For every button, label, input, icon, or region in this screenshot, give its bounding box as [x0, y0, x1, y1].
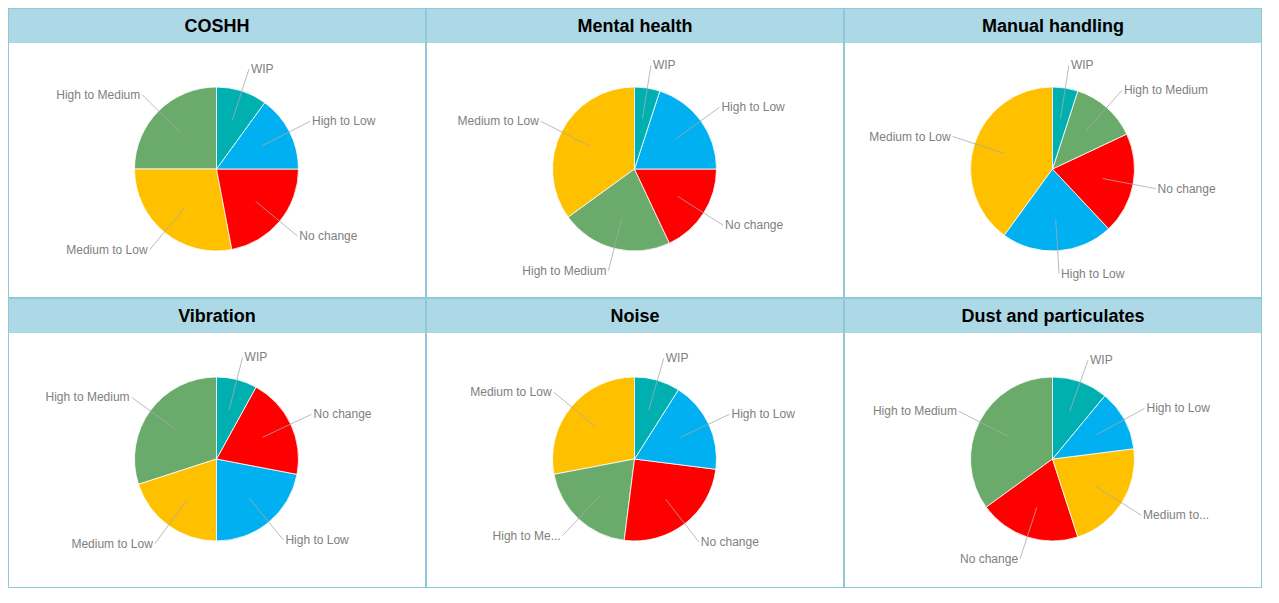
svg-text:Medium to Low: Medium to Low	[458, 114, 540, 128]
svg-text:High to Medium: High to Medium	[522, 264, 606, 278]
html-text:COSHH: COSHH	[184, 15, 250, 36]
svg-text:High to Low: High to Low	[312, 114, 376, 128]
svg-text:WIP: WIP	[1090, 353, 1113, 367]
html-text:Noise: Noise	[610, 305, 660, 326]
svg-text:High to Low: High to Low	[721, 100, 785, 114]
svg-text:High to Medium: High to Medium	[46, 390, 130, 404]
svg-text:No change: No change	[725, 218, 783, 232]
svg-text:Medium to Low: Medium to Low	[869, 130, 951, 144]
svg-text:Medium to Low: Medium to Low	[66, 243, 148, 257]
svg-text:No change: No change	[313, 407, 371, 421]
html-text:Manual handling: Manual handling	[982, 15, 1124, 36]
svg-text:Medium to Low: Medium to Low	[71, 537, 153, 551]
svg-text:WIP: WIP	[245, 350, 268, 364]
svg-text:High to Low: High to Low	[285, 533, 349, 547]
svg-text:Medium to...: Medium to...	[1143, 508, 1209, 522]
svg-text:High to Medium: High to Medium	[56, 88, 140, 102]
svg-text:High to Low: High to Low	[1146, 401, 1210, 415]
svg-text:WIP: WIP	[1071, 58, 1094, 72]
svg-text:No change: No change	[299, 229, 357, 243]
svg-text:High to Low: High to Low	[1061, 267, 1125, 281]
svg-text:High to Me...: High to Me...	[493, 529, 561, 543]
html-text:Vibration: Vibration	[178, 305, 256, 326]
svg-text:WIP: WIP	[251, 62, 274, 76]
svg-text:WIP: WIP	[653, 58, 676, 72]
svg-text:WIP: WIP	[666, 351, 689, 365]
svg-text:Medium to Low: Medium to Low	[470, 385, 552, 399]
html-text:Dust and particulates: Dust and particulates	[961, 305, 1145, 326]
svg-text:No change: No change	[701, 535, 759, 549]
svg-text:No change: No change	[1158, 182, 1216, 196]
html-text:Mental health: Mental health	[577, 15, 693, 36]
svg-text:High to Medium: High to Medium	[873, 404, 957, 418]
svg-text:High to Medium: High to Medium	[1124, 83, 1208, 97]
svg-text:No change: No change	[960, 552, 1018, 566]
svg-text:High to Low: High to Low	[731, 407, 795, 421]
